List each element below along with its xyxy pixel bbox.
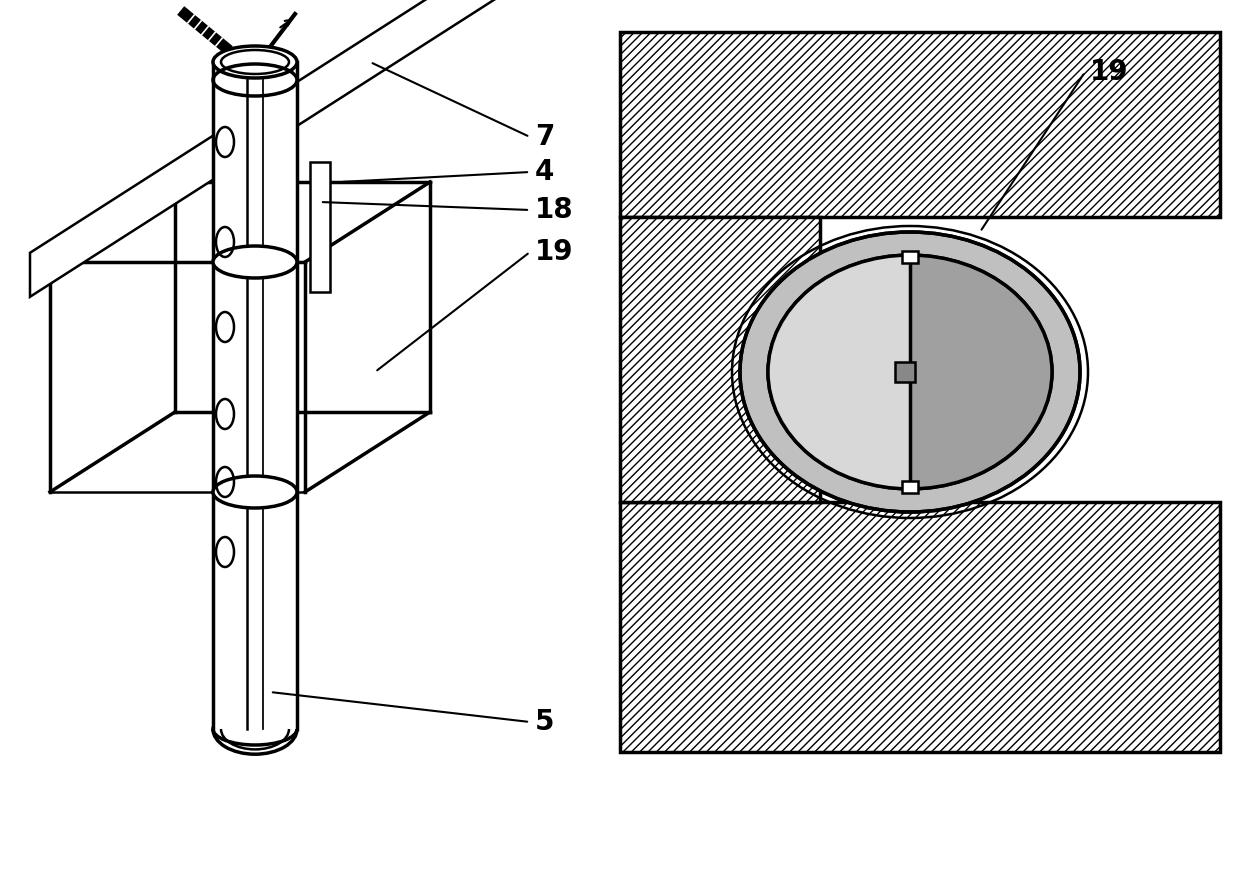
Text: 18: 18 xyxy=(534,196,574,224)
Text: 4: 4 xyxy=(534,158,554,186)
Ellipse shape xyxy=(213,476,298,508)
Bar xyxy=(901,251,918,263)
Ellipse shape xyxy=(213,713,298,745)
Polygon shape xyxy=(910,255,1052,489)
Polygon shape xyxy=(50,182,175,492)
Polygon shape xyxy=(305,182,430,492)
Text: 19: 19 xyxy=(534,238,573,266)
Polygon shape xyxy=(50,412,430,492)
Ellipse shape xyxy=(740,232,1080,512)
Ellipse shape xyxy=(768,255,1052,489)
Polygon shape xyxy=(50,182,430,262)
Text: 19: 19 xyxy=(1090,58,1128,86)
Text: 5: 5 xyxy=(534,708,554,736)
Polygon shape xyxy=(620,32,1220,217)
Polygon shape xyxy=(768,255,910,489)
Polygon shape xyxy=(30,0,529,297)
Text: 7: 7 xyxy=(534,123,554,151)
Ellipse shape xyxy=(213,246,298,278)
Polygon shape xyxy=(620,502,1220,752)
Ellipse shape xyxy=(213,46,298,78)
Bar xyxy=(901,481,918,493)
Polygon shape xyxy=(213,62,298,729)
Polygon shape xyxy=(620,217,820,502)
Bar xyxy=(895,362,915,382)
Polygon shape xyxy=(310,162,330,292)
